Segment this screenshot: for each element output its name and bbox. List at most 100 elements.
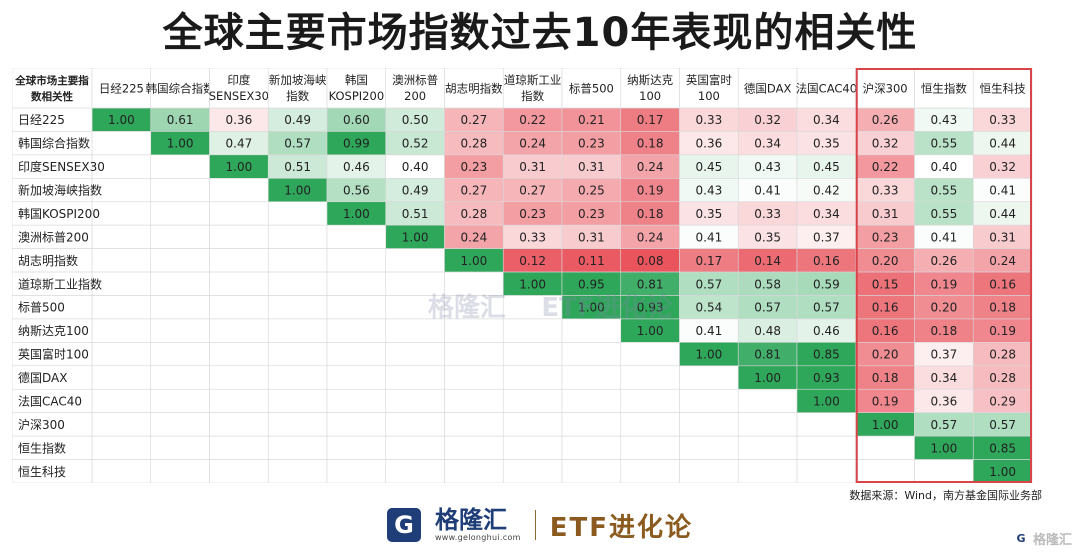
heatmap-cell (561, 459, 622, 483)
heatmap-cell (91, 435, 152, 460)
heatmap-cell (209, 248, 269, 273)
heatmap-cell (326, 342, 387, 367)
cell-value-label: 0.48 (754, 324, 781, 338)
heatmap-cell (444, 388, 504, 413)
heatmap-cell (326, 248, 387, 273)
cell-value-label: 0.85 (813, 348, 840, 362)
cell-value-label: 0.57 (813, 301, 840, 315)
heatmap-cell (209, 342, 269, 367)
column-header-label: 韩国 (345, 73, 368, 87)
highlight-box (855, 68, 1032, 483)
heatmap-cell (444, 271, 504, 296)
cell-value-label: 0.31 (872, 207, 899, 221)
cell-value-label: 0.19 (637, 184, 664, 198)
column-header-cell (620, 68, 680, 109)
cell-value-label: 0.22 (519, 113, 546, 127)
corner-cell (12, 68, 93, 109)
cell-value-label: 0.56 (343, 184, 370, 198)
heatmap-cell (502, 435, 563, 460)
cell-value-label: 0.20 (872, 254, 899, 268)
heatmap-cell (561, 342, 622, 367)
cell-value-label: 0.18 (872, 371, 899, 385)
column-header-cell (209, 68, 269, 109)
cell-value-label: 1.00 (872, 418, 899, 432)
row-label: 标普500 (18, 301, 65, 315)
heatmap-cell (209, 201, 269, 226)
heatmap-cell (209, 459, 269, 483)
row-label-cell (12, 459, 93, 483)
cell-value-label: 0.18 (989, 301, 1016, 315)
heatmap-cell (209, 224, 269, 249)
cell-value-label: 0.23 (519, 207, 546, 221)
cell-value-label: 0.16 (872, 301, 899, 315)
cell-value-label: 0.41 (696, 324, 723, 338)
heatmap-cell (150, 318, 210, 343)
cell-value-label: 0.17 (696, 254, 723, 268)
cell-value-label: 0.40 (402, 160, 429, 174)
row-label: 德国DAX (18, 370, 67, 385)
heatmap-cell (737, 388, 798, 413)
cell-value-label: 0.42 (813, 184, 840, 198)
cell-value-label: 0.20 (931, 301, 958, 315)
heatmap-cell (150, 388, 210, 413)
row-label: 日经225 (18, 113, 65, 127)
cell-value-label: 1.00 (226, 160, 253, 174)
heatmap-cell (91, 459, 152, 483)
cell-value-label: 0.51 (284, 160, 311, 174)
cell-value-label: 0.16 (872, 324, 899, 338)
heatmap-cell (385, 459, 445, 483)
cell-value-label: 0.41 (931, 230, 958, 244)
heatmap-cell (267, 271, 328, 296)
heatmap-cell (150, 248, 210, 273)
heatmap-cell (502, 365, 563, 390)
heatmap-cell (267, 224, 328, 249)
heatmap-cell (150, 271, 210, 296)
cell-value-label: 0.23 (461, 160, 488, 174)
brand-name: 格隆汇 (434, 506, 507, 534)
cell-value-label: 0.45 (696, 160, 723, 174)
heatmap-cell (91, 388, 152, 413)
cell-value-label: 1.00 (637, 324, 664, 338)
cell-value-label: 0.41 (989, 184, 1016, 198)
heatmap-cell (326, 295, 387, 320)
column-header-label: KOSPI200 (329, 89, 385, 103)
column-header-cell (91, 68, 152, 109)
heatmap-cell (91, 412, 152, 437)
heatmap-cell (620, 388, 680, 413)
cell-value-label: 1.00 (343, 207, 370, 221)
column-header-cell (150, 68, 210, 109)
heatmap-cell (385, 435, 445, 460)
heatmap-cell (267, 342, 328, 367)
cell-value-label: 0.26 (931, 254, 958, 268)
heatmap-cell (267, 295, 328, 320)
heatmap-cell (620, 365, 680, 390)
heatmap-cell (914, 459, 974, 483)
cell-value-label: 0.37 (813, 230, 840, 244)
cell-value-label: 0.93 (813, 371, 840, 385)
cell-value-label: 0.34 (813, 113, 840, 127)
cell-value-label: 0.81 (754, 348, 781, 362)
heatmap-cell (620, 342, 680, 367)
cell-value-label: 1.00 (108, 113, 135, 127)
column-header-label: 恒生科技 (980, 82, 1026, 96)
heatmap-cell (267, 201, 328, 226)
cell-value-label: 0.36 (226, 113, 253, 127)
heatmap-cell (150, 154, 210, 179)
cell-value-label: 0.32 (872, 137, 899, 151)
column-header-label: 道琼斯工业 (504, 73, 562, 87)
heatmap-cell (150, 178, 210, 203)
corner-watermark: G 格隆汇 (1012, 529, 1072, 548)
heatmap-cell (326, 271, 387, 296)
heatmap-cell (91, 295, 152, 320)
cell-value-label: 0.40 (931, 160, 958, 174)
corner-label: 数相关性 (30, 90, 73, 103)
cell-value-label: 0.27 (461, 113, 488, 127)
cell-value-label: 1.00 (519, 277, 546, 291)
column-header-cell (679, 68, 739, 109)
row-label: 韩国综合指数 (18, 136, 90, 151)
cell-value-label: 0.15 (872, 277, 899, 291)
heatmap-cell (150, 412, 210, 437)
heatmap-cell (561, 388, 622, 413)
cell-value-label: 0.85 (989, 441, 1016, 455)
corner-label: 全球市场主要指 (14, 74, 89, 87)
